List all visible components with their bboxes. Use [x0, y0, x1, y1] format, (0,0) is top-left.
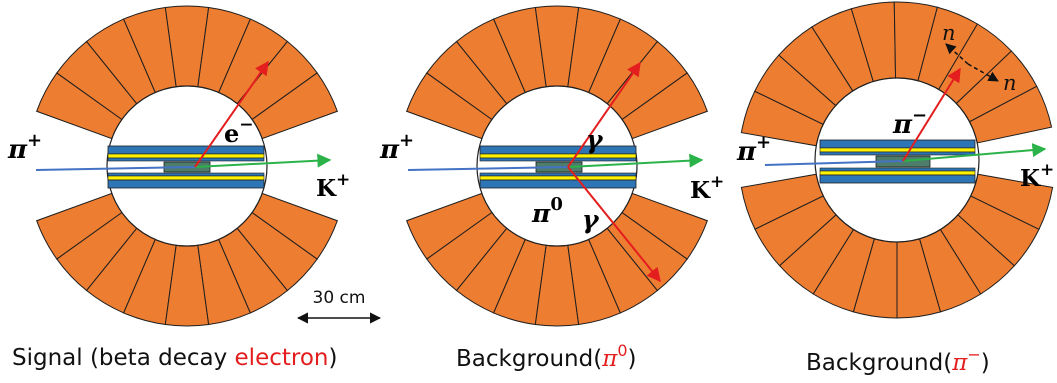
- beam-track: [407, 166, 569, 171]
- scale-bar-label: 30 cm: [313, 288, 366, 308]
- pion-track: [902, 67, 961, 162]
- beam-label: π+: [379, 130, 414, 165]
- caption-pi-minus-background: Background(π−): [806, 345, 990, 376]
- beam-track: [35, 166, 196, 171]
- calorimeter-bottom-arc: [36, 192, 338, 327]
- calorimeter-bottom-arc: [740, 173, 1054, 319]
- beam-label: π+: [7, 130, 42, 165]
- pi0-label: π0: [531, 194, 563, 228]
- beam-track: [764, 160, 904, 166]
- pion-label: π−: [892, 105, 927, 140]
- panel-pi0-background: π+ γ π0 γ K+ Background(π0): [379, 5, 724, 372]
- caption-pi0-background: Background(π0): [456, 341, 636, 372]
- panel-signal: π+ e− K+ 30 cm Signal (beta decay electr…: [7, 5, 382, 371]
- kaon-label: K+: [316, 170, 350, 202]
- electron-track: [194, 60, 269, 168]
- neutron-track-2: [967, 63, 999, 82]
- neutron-label-2: n: [1003, 71, 1017, 95]
- gamma-track-bottom: [567, 166, 661, 283]
- calorimeter-top-arc: [36, 5, 338, 140]
- kaon-track: [194, 153, 332, 168]
- electron-label: e−: [224, 115, 254, 148]
- calorimeter-bottom-arc: [406, 192, 708, 327]
- tracker-layers: [107, 145, 265, 189]
- scale-bar: 30 cm: [296, 288, 382, 324]
- gamma-track-top: [567, 61, 641, 168]
- neutron-track-1: [945, 43, 969, 65]
- panel-pi-minus-background: π+ π− n n K+ Background(π−): [736, 1, 1054, 376]
- neutron-label-1: n: [942, 21, 956, 45]
- kaon-label: K+: [1020, 160, 1054, 192]
- calorimeter-top-arc: [406, 5, 708, 140]
- beam-label: π+: [736, 132, 771, 167]
- gamma-label-top: γ: [586, 125, 604, 154]
- kaon-track: [902, 143, 1047, 162]
- tracker-layers: [479, 145, 637, 189]
- gamma-label-bottom: γ: [582, 205, 600, 234]
- caption-signal: Signal (beta decay electron): [12, 345, 337, 371]
- tracker-layers: [819, 139, 976, 184]
- kaon-label: K+: [690, 172, 724, 204]
- kaon-track: [567, 153, 704, 168]
